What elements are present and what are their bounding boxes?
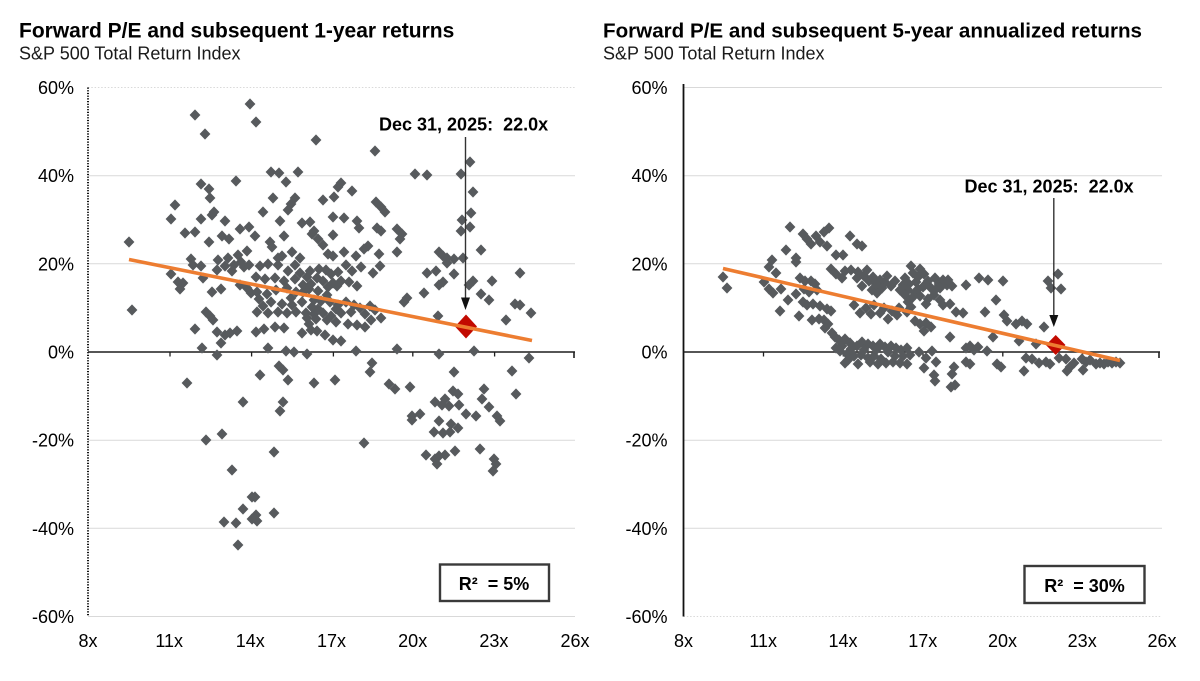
svg-text:0%: 0% [641,343,667,363]
svg-text:Forward P/E and subsequent 1-y: Forward P/E and subsequent 1-year return… [19,20,454,43]
svg-text:26x: 26x [560,631,589,651]
svg-text:40%: 40% [631,166,667,186]
svg-text:17x: 17x [317,631,346,651]
svg-text:0%: 0% [48,343,74,363]
svg-text:60%: 60% [38,78,74,98]
svg-text:8x: 8x [78,631,97,651]
svg-text:17x: 17x [908,631,937,651]
svg-text:-40%: -40% [32,519,74,539]
svg-text:23x: 23x [479,631,508,651]
svg-text:Forward P/E and subsequent 5-y: Forward P/E and subsequent 5-year annual… [603,20,1142,43]
svg-text:8x: 8x [674,631,693,651]
svg-text:R² = 30%: R² = 30% [1044,576,1125,596]
svg-text:60%: 60% [631,78,667,98]
svg-text:-40%: -40% [625,519,667,539]
svg-text:14x: 14x [828,631,857,651]
svg-text:S&P 500 Total Return Index: S&P 500 Total Return Index [19,44,240,64]
svg-text:Dec 31, 2025: 22.0x: Dec 31, 2025: 22.0x [965,177,1134,197]
svg-text:-60%: -60% [32,607,74,627]
svg-text:-20%: -20% [32,431,74,451]
svg-text:11x: 11x [155,631,183,651]
svg-text:R² = 5%: R² = 5% [459,574,530,594]
svg-text:40%: 40% [38,166,74,186]
svg-text:14x: 14x [236,631,265,651]
svg-text:20%: 20% [38,254,74,274]
svg-text:20x: 20x [988,631,1017,651]
svg-text:S&P 500 Total Return Index: S&P 500 Total Return Index [603,44,824,64]
svg-text:-20%: -20% [625,431,667,451]
svg-text:11x: 11x [749,631,777,651]
svg-text:20x: 20x [398,631,427,651]
svg-text:26x: 26x [1147,631,1176,651]
svg-text:23x: 23x [1068,631,1097,651]
svg-text:Dec 31, 2025: 22.0x: Dec 31, 2025: 22.0x [379,115,548,135]
svg-text:-60%: -60% [625,607,667,627]
svg-text:20%: 20% [631,254,667,274]
